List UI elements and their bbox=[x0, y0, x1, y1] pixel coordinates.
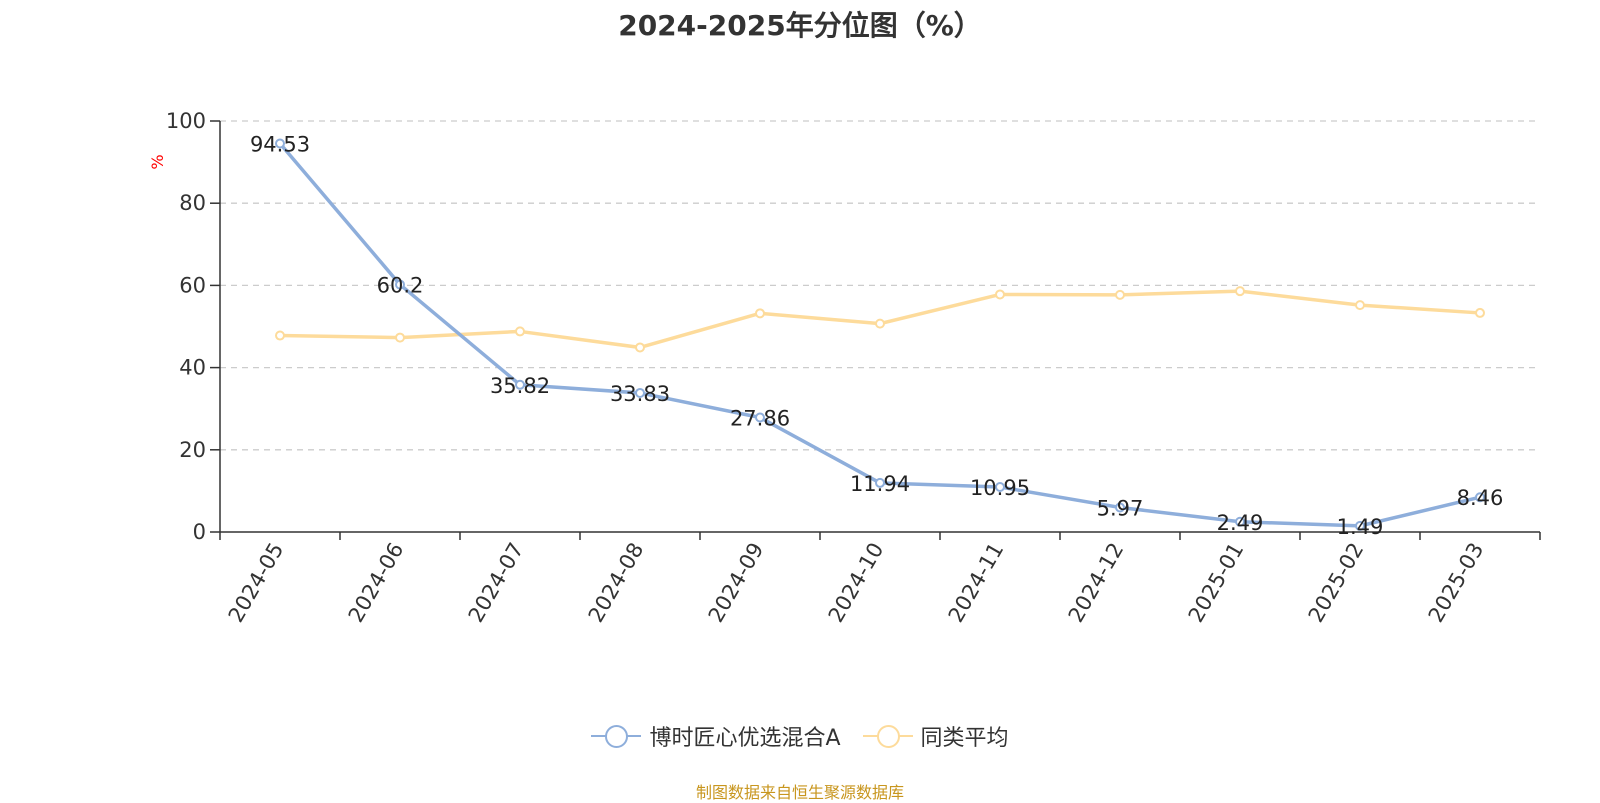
x-tick-label: 2025-02 bbox=[1304, 539, 1369, 627]
x-tick-label: 2025-03 bbox=[1424, 539, 1489, 627]
data-point-series-2 bbox=[995, 289, 1005, 300]
data-label: 94.53 bbox=[250, 132, 310, 156]
data-label: 1.49 bbox=[1337, 515, 1384, 539]
data-label: 60.2 bbox=[377, 274, 424, 298]
legend: 博时匠心优选混合A 同类平均 bbox=[0, 720, 1600, 752]
y-tick-label: 40 bbox=[179, 356, 206, 380]
data-label: 8.46 bbox=[1457, 486, 1504, 510]
data-point-series-2 bbox=[635, 342, 645, 353]
data-point-series-2 bbox=[755, 308, 765, 319]
grid-lines bbox=[220, 120, 1540, 451]
data-point-series-2 bbox=[1235, 286, 1245, 297]
x-tick-label: 2024-12 bbox=[1064, 539, 1129, 627]
x-tick-label: 2024-06 bbox=[344, 539, 409, 627]
y-tick-label: 0 bbox=[193, 520, 206, 544]
y-tick-label: 60 bbox=[179, 273, 206, 297]
data-point-series-2 bbox=[515, 326, 525, 337]
series-line-1 bbox=[278, 142, 1481, 528]
data-point-series-2 bbox=[395, 332, 405, 343]
y-axis-label: % bbox=[148, 154, 167, 169]
data-point-series-2 bbox=[1355, 300, 1365, 311]
y-tick-label: 80 bbox=[179, 191, 206, 215]
data-label: 35.82 bbox=[490, 374, 550, 398]
data-point-series-1 bbox=[1115, 502, 1125, 513]
x-tick-label: 2024-09 bbox=[704, 539, 769, 627]
data-point-series-1 bbox=[1355, 520, 1365, 531]
x-tick-label: 2024-08 bbox=[584, 539, 649, 627]
data-point-series-2 bbox=[275, 330, 285, 341]
data-labels: 94.53 60.2 35.82 33.83 27.86 11.94 10.95 5.97 2.… bbox=[250, 132, 1503, 538]
chart-title: 2024-2025年分位图（%） bbox=[618, 9, 982, 42]
x-tick-label: 2024-05 bbox=[224, 539, 289, 627]
data-label: 11.94 bbox=[850, 472, 910, 496]
y-tick-label: 100 bbox=[166, 109, 206, 133]
data-label: 5.97 bbox=[1097, 496, 1144, 520]
legend-label-series-2: 同类平均 bbox=[920, 726, 1009, 751]
data-point-series-1 bbox=[275, 138, 285, 149]
y-tick-label: 20 bbox=[179, 438, 206, 462]
legend-item-series-1[interactable]: 博时匠心优选混合A bbox=[591, 720, 841, 752]
x-tick-label: 2025-01 bbox=[1184, 539, 1249, 627]
data-label: 2.49 bbox=[1217, 511, 1264, 535]
data-label: 27.86 bbox=[730, 406, 790, 430]
x-tick-label: 2024-11 bbox=[944, 539, 1009, 627]
legend-swatch-series-2-icon bbox=[862, 724, 913, 748]
data-point-series-1 bbox=[755, 412, 765, 423]
data-point-series-1 bbox=[995, 481, 1005, 492]
data-label: 10.95 bbox=[970, 476, 1030, 500]
data-point-series-1 bbox=[515, 379, 525, 390]
data-label: 33.83 bbox=[610, 382, 670, 406]
legend-label-series-1: 博时匠心优选混合A bbox=[649, 726, 841, 751]
legend-swatch-series-1-icon bbox=[591, 724, 642, 748]
data-point-series-1 bbox=[395, 279, 405, 290]
data-point-series-1 bbox=[1475, 492, 1485, 503]
data-point-series-1 bbox=[875, 477, 885, 488]
x-tick-label: 2024-07 bbox=[464, 539, 529, 627]
data-point-series-2 bbox=[1475, 307, 1485, 318]
data-point-series-2 bbox=[875, 318, 885, 329]
series bbox=[275, 138, 1485, 531]
x-tick-label: 2024-10 bbox=[824, 539, 889, 627]
data-point-series-1 bbox=[1235, 516, 1245, 527]
data-point-series-1 bbox=[635, 387, 645, 398]
data-point-series-2 bbox=[1115, 289, 1125, 300]
source-note: 制图数据来自恒生聚源数据库 bbox=[695, 783, 904, 802]
legend-item-series-2[interactable]: 同类平均 bbox=[862, 720, 1009, 752]
